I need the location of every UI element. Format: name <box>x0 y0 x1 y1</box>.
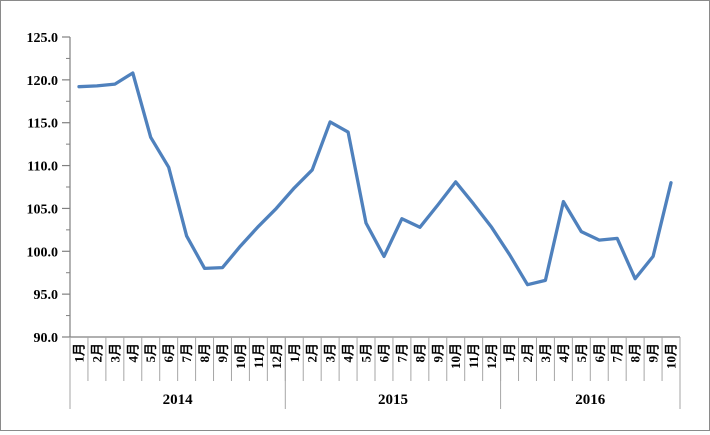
month-label: 9月 <box>215 343 230 363</box>
year-label: 2016 <box>575 392 606 408</box>
month-label: 9月 <box>646 343 661 363</box>
month-label: 5月 <box>143 343 158 363</box>
month-label: 5月 <box>574 343 589 363</box>
month-label: 1月 <box>502 343 517 363</box>
y-axis-tick-label: 105.0 <box>27 202 59 217</box>
year-label: 2015 <box>378 392 408 408</box>
month-label: 8月 <box>197 343 212 363</box>
month-label: 4月 <box>341 343 356 363</box>
month-label: 12月 <box>269 343 284 369</box>
month-label: 3月 <box>323 343 338 363</box>
month-label: 2月 <box>520 343 535 363</box>
y-axis-tick-label: 125.0 <box>27 31 59 46</box>
month-label: 7月 <box>179 343 194 363</box>
month-label: 10月 <box>664 343 679 369</box>
month-label: 2月 <box>89 343 104 363</box>
y-axis-tick-label: 100.0 <box>27 245 59 260</box>
month-label: 4月 <box>125 343 140 363</box>
y-axis-tick-label: 120.0 <box>27 74 59 89</box>
month-label: 12月 <box>484 343 499 369</box>
month-label: 6月 <box>161 343 176 363</box>
month-label: 9月 <box>430 343 445 363</box>
y-axis-tick-label: 115.0 <box>27 117 58 132</box>
month-label: 11月 <box>466 343 481 368</box>
month-label: 1月 <box>71 343 86 363</box>
month-label: 5月 <box>359 343 374 363</box>
month-label: 2月 <box>305 343 320 363</box>
month-label: 7月 <box>394 343 409 363</box>
month-label: 11月 <box>251 343 266 368</box>
y-axis-tick-label: 95.0 <box>34 288 59 303</box>
month-label: 1月 <box>287 343 302 363</box>
month-label: 3月 <box>538 343 553 363</box>
month-label: 6月 <box>592 343 607 363</box>
month-label: 4月 <box>556 343 571 363</box>
month-label: 8月 <box>412 343 427 363</box>
y-axis-tick-label: 90.0 <box>34 331 59 346</box>
series-line <box>77 71 673 287</box>
month-label: 10月 <box>233 343 248 369</box>
month-label: 3月 <box>107 343 122 363</box>
month-label: 8月 <box>628 343 643 363</box>
year-label: 2014 <box>163 392 194 408</box>
month-label: 6月 <box>376 343 391 363</box>
month-label: 7月 <box>610 343 625 363</box>
y-axis-tick-label: 110.0 <box>27 160 58 175</box>
month-label: 10月 <box>448 343 463 369</box>
